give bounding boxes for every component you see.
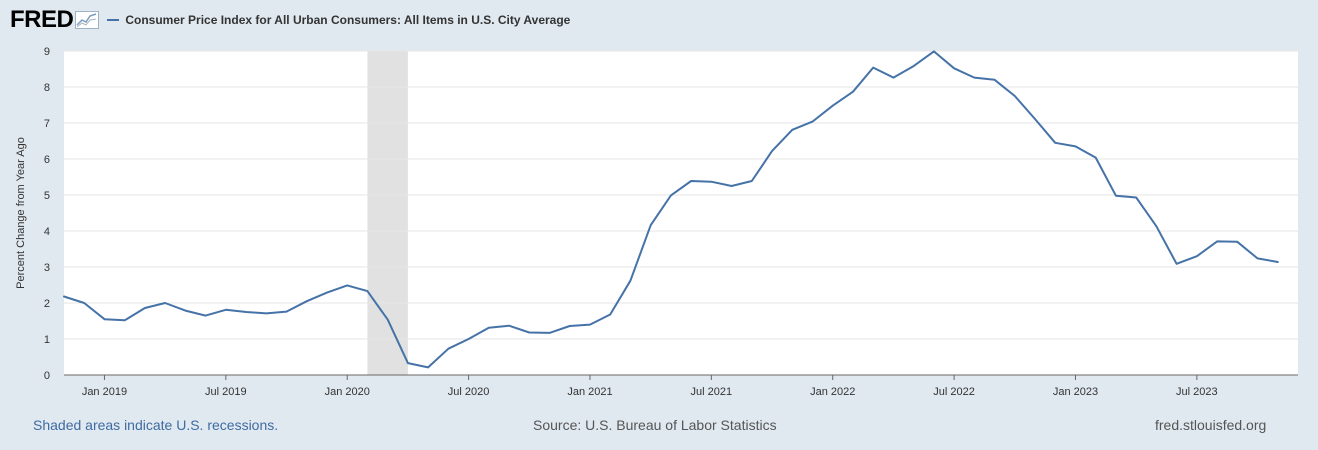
x-tick-label: Jul 2023	[1176, 386, 1218, 398]
legend-label: Consumer Price Index for All Urban Consu…	[125, 13, 571, 27]
x-tick-label: Jul 2019	[205, 386, 247, 398]
fred-logo[interactable]: FRED	[10, 6, 100, 34]
x-tick-label: Jan 2020	[325, 386, 370, 398]
y-tick-label: 2	[44, 298, 50, 310]
x-tick-label: Jan 2019	[82, 386, 127, 398]
y-tick-label: 6	[44, 154, 50, 166]
fred-logo-chart-icon	[75, 11, 100, 29]
x-tick-label: Jan 2022	[810, 386, 855, 398]
x-tick-label: Jul 2022	[933, 386, 975, 398]
fred-logo-text: FRED	[10, 6, 74, 33]
y-tick-label: 8	[44, 82, 50, 94]
y-tick-label: 9	[44, 46, 50, 58]
recession-note[interactable]: Shaded areas indicate U.S. recessions.	[33, 417, 279, 433]
y-axis-label: Percent Change from Year Ago	[15, 137, 27, 289]
y-tick-label: 5	[44, 190, 50, 202]
legend-swatch	[107, 19, 120, 21]
series-line	[63, 50, 1279, 369]
plot-area	[64, 51, 1298, 375]
legend: Consumer Price Index for All Urban Consu…	[107, 13, 570, 27]
y-tick-label: 0	[44, 370, 50, 382]
x-tick-label: Jan 2023	[1053, 386, 1098, 398]
source-text: Source: U.S. Bureau of Labor Statistics	[533, 417, 777, 433]
y-tick-label: 4	[44, 226, 50, 238]
x-tick-label: Jan 2021	[567, 386, 612, 398]
y-tick-label: 7	[44, 118, 50, 130]
recession-band	[367, 51, 408, 375]
x-tick-label: Jul 2021	[691, 386, 733, 398]
site-link[interactable]: fred.stlouisfed.org	[1155, 417, 1267, 433]
x-tick-label: Jul 2020	[448, 386, 490, 398]
y-tick-label: 1	[44, 334, 50, 346]
y-tick-label: 3	[44, 262, 50, 274]
chart-header: FRED Consumer Price Index for All Urban …	[10, 6, 570, 34]
